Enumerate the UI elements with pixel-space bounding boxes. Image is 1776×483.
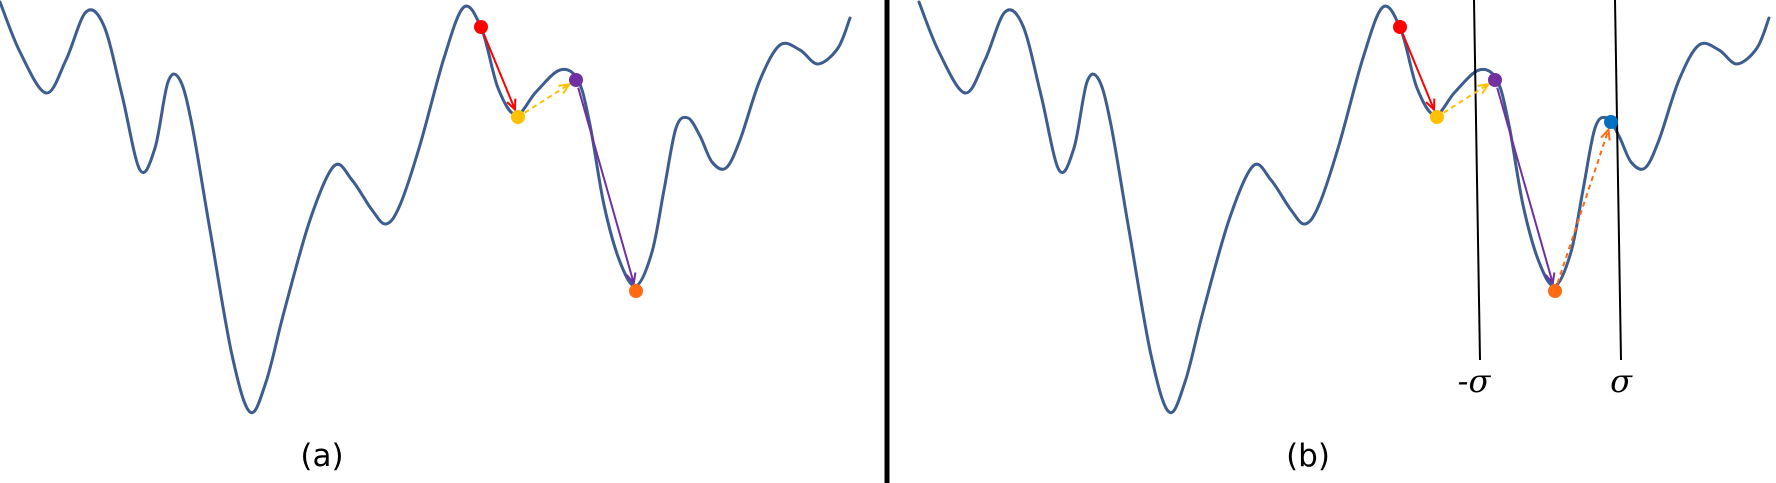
jump-arrow	[577, 87, 637, 286]
panel-a: (a)	[0, 0, 852, 474]
panel-caption-b: (b)	[1286, 438, 1330, 474]
energy-landscape-curve-b	[917, 0, 1771, 415]
start-point	[1393, 20, 1407, 34]
plus-sigma-boundary-line	[1614, 0, 1622, 361]
trajectory-points-b	[1393, 20, 1618, 298]
climb-arrow	[1443, 82, 1491, 114]
local-minimum-point	[511, 110, 525, 124]
barrier-peak-point	[569, 73, 583, 87]
trajectory-arrows-a	[483, 34, 637, 286]
trajectory-points-a	[474, 20, 643, 298]
minus-sigma-boundary-line	[1473, 0, 1481, 361]
climb-arrow	[524, 82, 572, 114]
deep-minimum-point	[1548, 284, 1562, 298]
energy-landscape-curve-a	[0, 0, 852, 415]
panel-caption-a: (a)	[300, 438, 343, 474]
local-minimum-point	[1430, 110, 1444, 124]
escape-arrow	[1556, 127, 1611, 284]
plus-sigma-label: σ	[1610, 362, 1633, 400]
barrier-peak-point	[1488, 73, 1502, 87]
panel-b: -σ σ (b)	[917, 0, 1771, 474]
deep-minimum-point	[629, 284, 643, 298]
escape-point	[1604, 115, 1618, 129]
descent-arrow	[1402, 34, 1436, 112]
trajectory-arrows-b	[1402, 34, 1611, 286]
minus-sigma-label: -σ	[1458, 362, 1492, 400]
start-point	[474, 20, 488, 34]
descent-arrow	[483, 34, 517, 112]
jump-arrow	[1496, 87, 1556, 286]
